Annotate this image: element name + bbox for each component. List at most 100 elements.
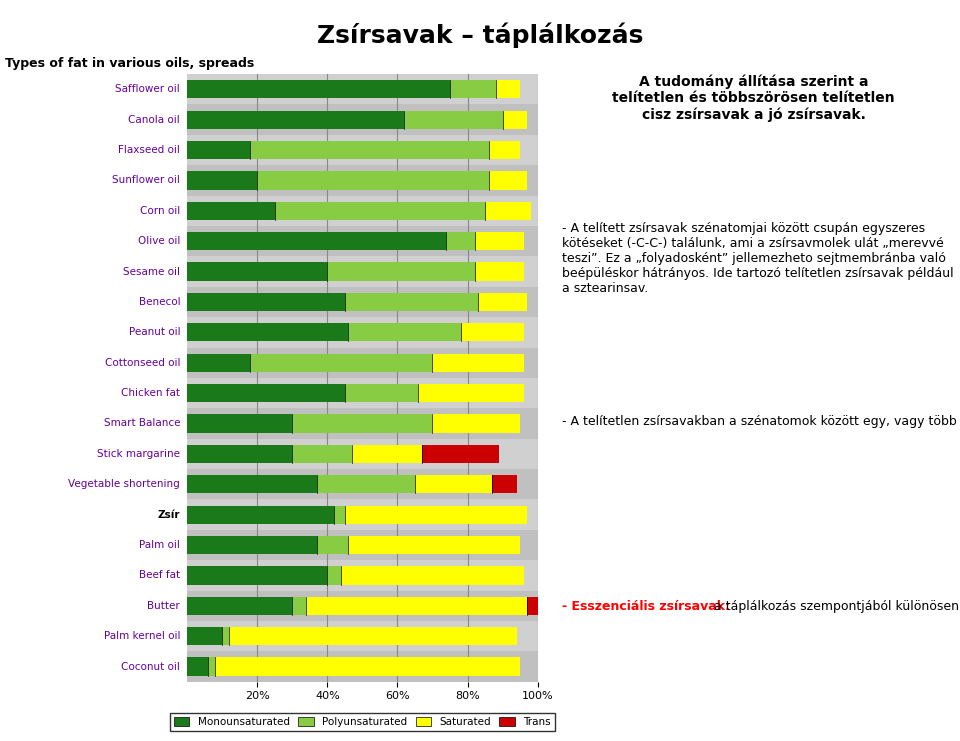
Bar <box>187 651 538 682</box>
Text: Stick margarine: Stick margarine <box>97 449 180 459</box>
Bar <box>187 505 334 524</box>
Bar <box>432 353 523 372</box>
Bar <box>306 597 527 615</box>
Bar <box>404 110 503 129</box>
Bar <box>495 80 520 99</box>
Bar <box>251 353 432 372</box>
Bar <box>187 293 345 311</box>
Text: Peanut oil: Peanut oil <box>129 328 180 337</box>
Bar <box>317 475 415 494</box>
Bar <box>187 287 538 317</box>
Bar <box>352 445 422 463</box>
Bar <box>474 262 523 281</box>
Text: - A telített zsírsavak szénatomjai között csupán egyszeres kötéseket (-C-C-) tal: - A telített zsírsavak szénatomjai közöt… <box>562 222 953 296</box>
Bar <box>345 384 419 402</box>
Text: Beef fat: Beef fat <box>139 571 180 580</box>
Bar <box>345 293 478 311</box>
Bar <box>187 348 538 378</box>
Bar <box>485 202 531 220</box>
Bar <box>208 657 215 676</box>
Bar <box>187 262 327 281</box>
Text: Chicken fat: Chicken fat <box>121 388 180 398</box>
Bar <box>317 536 348 554</box>
Bar <box>187 378 538 408</box>
Text: - Esszenciális zsírsavak:: - Esszenciális zsírsavak: <box>562 600 730 614</box>
Bar <box>223 627 229 645</box>
Text: Olive oil: Olive oil <box>138 236 180 246</box>
Text: Types of fat in various oils, spreads: Types of fat in various oils, spreads <box>5 57 254 70</box>
Bar <box>187 621 538 651</box>
Bar <box>334 505 345 524</box>
Bar <box>415 475 492 494</box>
Bar <box>461 323 523 342</box>
Bar <box>345 505 527 524</box>
Bar <box>432 414 520 433</box>
Bar <box>293 414 432 433</box>
Bar <box>187 445 293 463</box>
Bar <box>187 226 538 256</box>
Bar <box>489 171 527 190</box>
Bar <box>293 597 306 615</box>
Bar <box>187 196 538 226</box>
Text: Safflower oil: Safflower oil <box>115 84 180 94</box>
Text: Cottonseed oil: Cottonseed oil <box>105 358 180 368</box>
Bar <box>348 323 461 342</box>
Bar <box>187 597 293 615</box>
Bar <box>474 232 523 250</box>
Bar <box>419 384 523 402</box>
Bar <box>187 536 317 554</box>
Bar <box>293 445 352 463</box>
Bar <box>503 110 527 129</box>
Bar <box>187 475 317 494</box>
Bar <box>187 439 538 469</box>
Bar <box>527 597 538 615</box>
Bar <box>187 499 538 530</box>
Text: Palm kernel oil: Palm kernel oil <box>104 631 180 641</box>
Bar <box>187 141 251 159</box>
Bar <box>187 323 348 342</box>
Bar <box>422 445 499 463</box>
Bar <box>187 353 251 372</box>
Bar <box>342 566 523 585</box>
Bar <box>187 560 538 591</box>
Bar <box>187 414 293 433</box>
Text: Butter: Butter <box>148 601 180 611</box>
Bar <box>275 202 485 220</box>
Bar <box>215 657 520 676</box>
Bar <box>187 384 345 402</box>
Bar <box>187 80 450 99</box>
Text: a táplálkozás szempontjából különösen a linolsav és az alfa-linolénsav érdemel f: a táplálkozás szempontjából különösen a … <box>710 600 960 614</box>
Bar <box>187 657 208 676</box>
Text: Canola oil: Canola oil <box>129 115 180 124</box>
Bar <box>187 232 446 250</box>
Bar <box>187 171 257 190</box>
Bar <box>187 627 223 645</box>
Bar <box>327 262 474 281</box>
Bar <box>251 141 489 159</box>
Bar <box>187 566 327 585</box>
Text: Palm oil: Palm oil <box>139 540 180 550</box>
Bar <box>187 74 538 104</box>
Bar <box>229 627 516 645</box>
Text: Zsírsavak – táplálkozás: Zsírsavak – táplálkozás <box>317 22 643 47</box>
Text: Sunflower oil: Sunflower oil <box>112 176 180 185</box>
Bar <box>187 135 538 165</box>
Text: Benecol: Benecol <box>138 297 180 307</box>
Bar <box>492 475 516 494</box>
Text: Smart Balance: Smart Balance <box>104 419 180 428</box>
Bar <box>187 317 538 348</box>
Bar <box>348 536 520 554</box>
Bar <box>187 256 538 287</box>
Text: Sesame oil: Sesame oil <box>123 267 180 276</box>
Bar <box>187 530 538 560</box>
Text: Corn oil: Corn oil <box>140 206 180 216</box>
Bar <box>187 202 275 220</box>
Text: Coconut oil: Coconut oil <box>121 662 180 671</box>
Bar <box>489 141 520 159</box>
Bar <box>327 566 342 585</box>
Bar <box>187 110 404 129</box>
Text: Vegetable shortening: Vegetable shortening <box>68 479 180 489</box>
Bar <box>257 171 489 190</box>
Bar <box>450 80 495 99</box>
Text: Flaxseed oil: Flaxseed oil <box>118 145 180 155</box>
